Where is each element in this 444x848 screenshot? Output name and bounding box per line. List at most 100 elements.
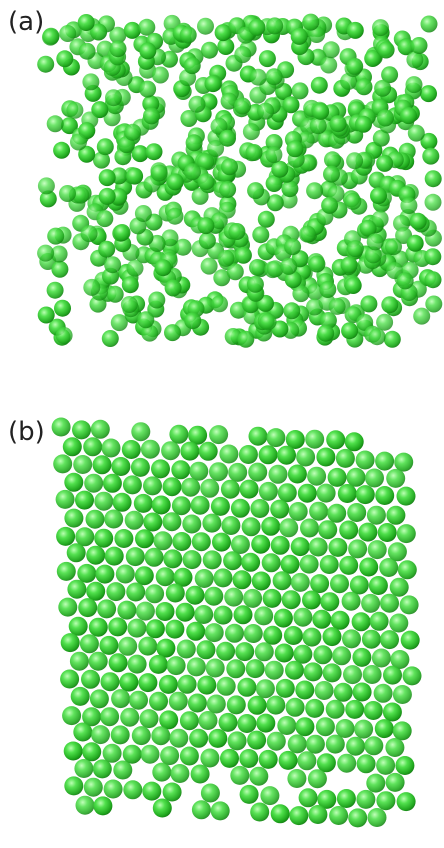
sphere xyxy=(122,440,141,459)
sphere xyxy=(256,679,275,698)
sphere xyxy=(375,719,394,738)
sphere xyxy=(292,82,309,99)
sphere xyxy=(163,477,182,496)
sphere xyxy=(374,684,393,703)
sphere xyxy=(81,670,100,689)
sphere xyxy=(424,248,441,265)
sphere xyxy=(235,642,254,661)
sphere xyxy=(106,582,125,601)
sphere xyxy=(200,749,219,768)
sphere xyxy=(241,553,260,572)
sphere xyxy=(329,806,348,825)
sphere xyxy=(182,515,201,534)
sphere xyxy=(386,469,405,488)
sphere xyxy=(123,780,142,799)
sphere xyxy=(234,46,251,63)
sphere xyxy=(425,271,442,288)
sphere xyxy=(110,40,127,57)
sphere xyxy=(259,750,278,769)
sphere xyxy=(187,657,206,676)
sphere xyxy=(369,576,388,595)
sphere xyxy=(374,80,391,97)
sphere xyxy=(289,806,308,825)
sphere xyxy=(102,439,121,458)
sphere xyxy=(97,138,114,155)
sphere xyxy=(73,455,92,474)
sphere xyxy=(126,583,145,602)
sphere xyxy=(113,493,132,512)
sphere xyxy=(330,115,347,132)
sphere xyxy=(38,307,55,324)
sphere xyxy=(339,556,358,575)
sphere xyxy=(167,656,186,675)
sphere xyxy=(188,694,207,713)
sphere xyxy=(378,42,395,59)
sphere xyxy=(58,598,77,617)
sphere xyxy=(271,161,288,178)
sphere xyxy=(169,692,188,711)
sphere xyxy=(406,76,423,93)
sphere xyxy=(160,746,179,765)
sphere xyxy=(347,468,366,487)
sphere xyxy=(386,506,405,525)
sphere xyxy=(287,769,306,788)
sphere xyxy=(345,700,364,719)
panel-label: (b) xyxy=(8,417,45,447)
sphere xyxy=(76,796,95,815)
sphere xyxy=(384,331,401,348)
sphere xyxy=(367,233,384,250)
sphere xyxy=(302,591,321,610)
sphere xyxy=(317,753,336,772)
sphere xyxy=(116,565,135,584)
sphere xyxy=(186,134,203,151)
sphere xyxy=(372,19,389,36)
sphere xyxy=(299,788,318,807)
sphere xyxy=(53,454,72,473)
sphere xyxy=(172,496,191,515)
sphere xyxy=(169,425,188,444)
sphere xyxy=(201,258,218,275)
sphere xyxy=(270,500,289,519)
sphere xyxy=(77,564,96,583)
sphere xyxy=(425,194,442,211)
sphere xyxy=(63,437,82,456)
sphere xyxy=(367,506,386,525)
sphere xyxy=(124,124,141,141)
sphere xyxy=(258,211,275,228)
sphere xyxy=(328,538,347,557)
sphere xyxy=(246,659,265,678)
sphere xyxy=(239,445,258,464)
sphere xyxy=(273,571,292,590)
sphere xyxy=(126,168,143,185)
sphere xyxy=(108,617,127,636)
sphere xyxy=(64,509,83,528)
sphere xyxy=(212,533,231,552)
sphere xyxy=(356,790,375,809)
sphere xyxy=(319,281,336,298)
sphere xyxy=(135,566,154,585)
sphere xyxy=(407,235,424,252)
sphere xyxy=(342,592,361,611)
sphere xyxy=(146,619,165,638)
sphere xyxy=(94,492,113,511)
sphere xyxy=(231,499,250,518)
sphere xyxy=(368,808,387,827)
sphere xyxy=(346,152,363,169)
sphere xyxy=(180,442,199,461)
sphere xyxy=(240,480,259,499)
sphere xyxy=(114,529,133,548)
sphere xyxy=(93,759,112,778)
sphere xyxy=(266,17,283,34)
sphere xyxy=(381,296,398,313)
sphere xyxy=(189,729,208,748)
sphere xyxy=(364,701,383,720)
figure: (a) (b) xyxy=(0,0,444,848)
sphere xyxy=(84,778,103,797)
sphere xyxy=(370,612,389,631)
sphere xyxy=(152,496,171,515)
sphere xyxy=(37,56,54,73)
sphere xyxy=(141,440,160,459)
sphere xyxy=(263,626,282,645)
sphere xyxy=(266,696,285,715)
sphere xyxy=(293,608,312,627)
